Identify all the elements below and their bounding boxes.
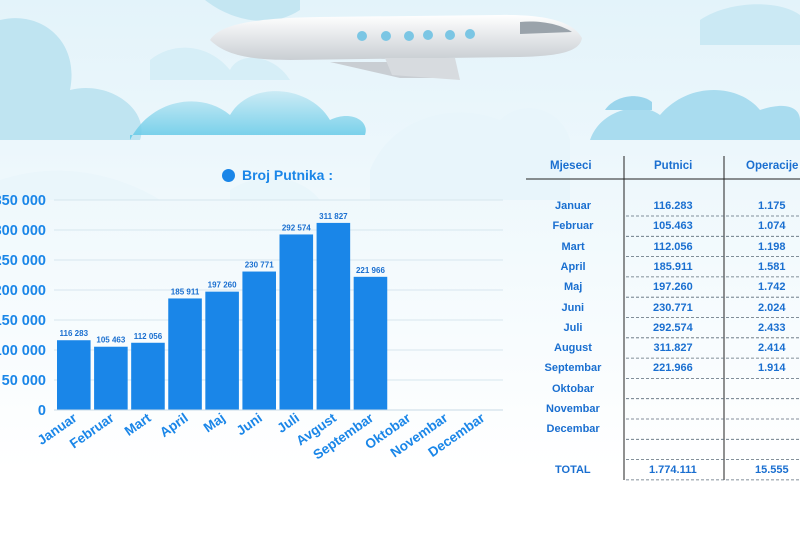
table-cell-operations: 1.175 xyxy=(758,200,786,212)
table-cell-operations: 2.414 xyxy=(758,342,786,355)
table-cell-passengers: 116.283 xyxy=(653,200,693,212)
table-cell-operations: 1.742 xyxy=(758,281,786,294)
table-cell-operations: 1.198 xyxy=(758,240,786,253)
airplane xyxy=(210,14,582,80)
bar xyxy=(57,340,91,410)
y-tick-label: 350 000 xyxy=(0,193,46,209)
table-cell-month: Juli xyxy=(563,321,583,334)
table-cell-passengers: 292.574 xyxy=(653,321,693,334)
y-tick-label: 100 000 xyxy=(0,343,46,359)
table-cell-operations: 1.914 xyxy=(758,362,786,375)
chart-legend: Broj Putnika : xyxy=(222,167,333,183)
bar xyxy=(242,271,276,410)
bar xyxy=(316,222,351,410)
bar xyxy=(168,298,202,410)
data-label: 197 260 xyxy=(208,281,237,290)
table-cell-month: April xyxy=(560,260,586,273)
bar-chart: 0 50 000 100 000 150 000 200 000 250 000 300 0… xyxy=(0,193,503,462)
table-total-operations: 15.555 xyxy=(755,463,789,476)
table-cell-month: Januar xyxy=(555,200,592,212)
table-cell-operations: 1.074 xyxy=(758,220,786,233)
bar xyxy=(205,291,239,410)
data-label: 311 827 xyxy=(319,212,348,221)
table-cell-passengers: 197.260 xyxy=(653,281,693,294)
table-cell-operations: 2.433 xyxy=(758,321,786,334)
x-tick-label: Juni xyxy=(234,410,265,438)
table-cell-month: Decembar xyxy=(546,423,600,436)
y-tick-label: 250 000 xyxy=(0,253,46,269)
y-tick-label: 300 000 xyxy=(0,223,46,239)
table-cell-passengers: 105.463 xyxy=(653,220,693,233)
table-cell-operations: 1.581 xyxy=(758,260,786,273)
clouds xyxy=(0,0,800,200)
data-label: 116 283 xyxy=(60,329,89,338)
legend-swatch xyxy=(222,168,235,182)
data-table: Mjeseci Putnici Operacije Januar 116.283 1… xyxy=(526,150,800,485)
data-label: 185 911 xyxy=(171,287,200,296)
table-cell-passengers: 221.966 xyxy=(653,362,693,375)
table-total-label: TOTAL xyxy=(555,463,591,476)
data-label: 221 966 xyxy=(356,266,385,275)
legend-label: Broj Putnika : xyxy=(242,167,334,183)
x-tick-label: Maj xyxy=(201,410,228,435)
table-total-passengers: 1.774.111 xyxy=(649,463,697,476)
table-cell-passengers: 185.911 xyxy=(653,260,693,273)
y-tick-label: 50 000 xyxy=(2,373,46,389)
data-label: 112 056 xyxy=(134,332,163,341)
table-cell-month: Septembar xyxy=(544,362,602,375)
table-cell-month: Mart xyxy=(561,240,585,253)
bar xyxy=(279,234,314,410)
bar xyxy=(353,276,388,410)
table-cell-month: Novembar xyxy=(546,403,600,415)
bar xyxy=(94,346,128,410)
y-tick-label: 150 000 xyxy=(0,313,46,329)
data-label: 230 771 xyxy=(245,261,274,270)
table-grid xyxy=(526,156,800,481)
x-tick-label: April xyxy=(157,410,191,440)
table-cell-month: Maj xyxy=(564,281,583,294)
table-cell-month: Juni xyxy=(561,301,585,314)
table-cell-month: Februar xyxy=(552,220,594,233)
data-label: 292 574 xyxy=(282,223,311,232)
y-tick-label: 0 xyxy=(38,403,46,419)
table-cell-month: Oktobar xyxy=(552,382,595,395)
y-tick-label: 200 000 xyxy=(0,283,46,299)
data-label: 105 463 xyxy=(96,336,125,345)
table-cell-operations: 2.024 xyxy=(758,301,786,314)
table-header-months: Mjeseci xyxy=(550,160,592,172)
table-header-passengers: Putnici xyxy=(654,160,693,172)
table-cell-month: August xyxy=(554,342,592,355)
bar xyxy=(131,342,165,410)
table-cell-passengers: 112.056 xyxy=(653,240,693,253)
table-cell-passengers: 311.827 xyxy=(653,342,693,355)
table-cell-passengers: 230.771 xyxy=(653,301,693,314)
table-header-operations: Operacije xyxy=(746,160,799,172)
x-tick-label: Mart xyxy=(122,410,154,439)
